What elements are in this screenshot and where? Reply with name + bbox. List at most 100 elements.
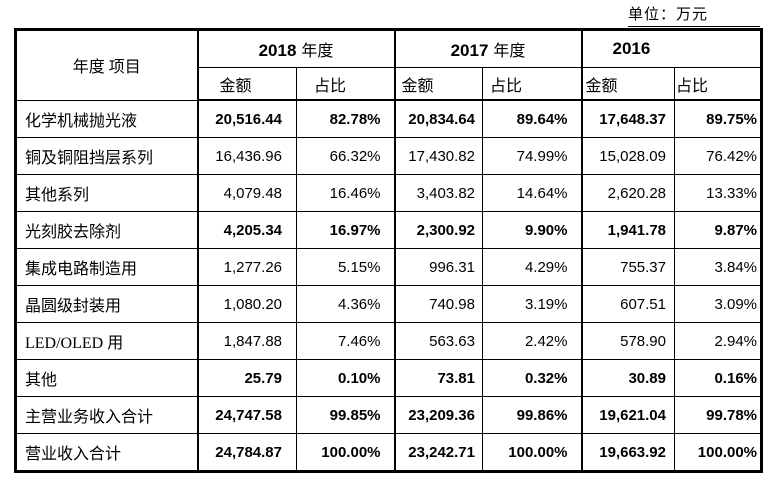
amount-cell-2016: 1,941.78 bbox=[580, 211, 675, 249]
year-header-2016: 2016 bbox=[580, 29, 763, 68]
ratio-cell-2018: 0.10% bbox=[296, 359, 395, 397]
amount-cell-2017: 23,209.36 bbox=[393, 396, 483, 434]
amount-cell-2018: 4,079.48 bbox=[196, 174, 297, 212]
ratio-cell-2016: 9.87% bbox=[673, 211, 763, 249]
table-row: 晶圆级封装用 1,080.20 4.36% 740.98 3.19% 607.5… bbox=[15, 285, 763, 323]
row-label: 其他系列 bbox=[15, 174, 198, 212]
row-label: 晶圆级封装用 bbox=[15, 285, 198, 323]
ratio-cell-2018: 7.46% bbox=[296, 322, 395, 360]
amount-cell-2017: 20,834.64 bbox=[393, 99, 483, 138]
table-row: 其他 25.79 0.10% 73.81 0.32% 30.89 0.16% bbox=[15, 359, 763, 397]
amount-cell-2016: 578.90 bbox=[580, 322, 675, 360]
amount-cell-2018: 1,277.26 bbox=[196, 248, 297, 286]
ratio-header-2017: 占比 bbox=[482, 67, 582, 101]
amount-cell-2017: 3,403.82 bbox=[393, 174, 483, 212]
year-number-2016: 2016 bbox=[612, 39, 651, 58]
amount-cell-2018: 1,847.88 bbox=[196, 322, 297, 360]
amount-cell-2016: 19,663.92 bbox=[580, 433, 675, 472]
row-label: 铜及铜阻挡层系列 bbox=[15, 137, 198, 175]
ratio-cell-2017: 99.86% bbox=[482, 396, 582, 434]
ratio-header-2018: 占比 bbox=[296, 67, 395, 101]
ratio-cell-2017: 9.90% bbox=[482, 211, 582, 249]
ratio-cell-2017: 3.19% bbox=[482, 285, 582, 323]
ratio-cell-2018: 5.15% bbox=[296, 248, 395, 286]
amount-header-2016: 金额 bbox=[580, 67, 675, 101]
amount-cell-2017: 996.31 bbox=[393, 248, 483, 286]
year-header-2017: 2017 年度 bbox=[393, 29, 582, 68]
row-label: 化学机械抛光液 bbox=[15, 99, 198, 138]
amount-cell-2016: 2,620.28 bbox=[580, 174, 675, 212]
ratio-cell-2017: 0.32% bbox=[482, 359, 582, 397]
row-label: 主营业务收入合计 bbox=[15, 396, 198, 434]
unit-label: 单位：万元 bbox=[628, 3, 760, 27]
table-row: 集成电路制造用 1,277.26 5.15% 996.31 4.29% 755.… bbox=[15, 248, 763, 286]
ratio-cell-2016: 76.42% bbox=[673, 137, 763, 175]
table-row: 其他系列 4,079.48 16.46% 3,403.82 14.64% 2,6… bbox=[15, 174, 763, 212]
table-row: 主营业务收入合计 24,747.58 99.85% 23,209.36 99.8… bbox=[15, 396, 763, 434]
amount-cell-2016: 755.37 bbox=[580, 248, 675, 286]
amount-cell-2018: 1,080.20 bbox=[196, 285, 297, 323]
row-label: 其他 bbox=[15, 359, 198, 397]
year-suffix-2018: 年度 bbox=[301, 43, 334, 60]
ratio-cell-2018: 4.36% bbox=[296, 285, 395, 323]
year-header-2018: 2018 年度 bbox=[196, 29, 395, 68]
amount-cell-2017: 17,430.82 bbox=[393, 137, 483, 175]
amount-header-2018: 金额 bbox=[196, 67, 297, 101]
ratio-cell-2016: 3.84% bbox=[673, 248, 763, 286]
ratio-cell-2016: 89.75% bbox=[673, 99, 763, 138]
row-label: 集成电路制造用 bbox=[15, 248, 198, 286]
amount-cell-2016: 17,648.37 bbox=[580, 99, 675, 138]
amount-cell-2018: 24,747.58 bbox=[196, 396, 297, 434]
ratio-cell-2016: 13.33% bbox=[673, 174, 763, 212]
ratio-cell-2018: 16.46% bbox=[296, 174, 395, 212]
ratio-cell-2018: 82.78% bbox=[296, 99, 395, 138]
ratio-cell-2018: 99.85% bbox=[296, 396, 395, 434]
amount-cell-2016: 19,621.04 bbox=[580, 396, 675, 434]
sub-header-row: 金额 占比 金额 占比 金额 占比 bbox=[16, 67, 763, 101]
row-label: 营业收入合计 bbox=[15, 433, 198, 472]
amount-cell-2016: 15,028.09 bbox=[580, 137, 675, 175]
row-label: LED/OLED 用 bbox=[15, 322, 198, 360]
amount-cell-2017: 2,300.92 bbox=[393, 211, 483, 249]
unit-row: 单位：万元 bbox=[14, 3, 760, 27]
ratio-cell-2018: 16.97% bbox=[296, 211, 395, 249]
year-number-2018: 2018 bbox=[258, 41, 297, 60]
ratio-cell-2017: 100.00% bbox=[482, 433, 582, 472]
year-header-row: 年度 项目 2018 年度 2017 年度 2016 bbox=[15, 29, 763, 101]
ratio-cell-2016: 99.78% bbox=[673, 396, 763, 434]
amount-cell-2017: 23,242.71 bbox=[393, 433, 483, 472]
amount-header-2017: 金额 bbox=[393, 67, 483, 101]
ratio-cell-2018: 66.32% bbox=[296, 137, 395, 175]
amount-cell-2018: 16,436.96 bbox=[196, 137, 297, 175]
table-row: 铜及铜阻挡层系列 16,436.96 66.32% 17,430.82 74.9… bbox=[15, 137, 763, 175]
ratio-cell-2017: 4.29% bbox=[482, 248, 582, 286]
amount-cell-2018: 25.79 bbox=[196, 359, 297, 397]
row-label: 光刻胶去除剂 bbox=[15, 211, 198, 249]
corner-header: 年度 项目 bbox=[15, 29, 198, 101]
table-row: 光刻胶去除剂 4,205.34 16.97% 2,300.92 9.90% 1,… bbox=[15, 211, 763, 249]
year-suffix-2017: 年度 bbox=[493, 43, 526, 60]
table-row: 化学机械抛光液 20,516.44 82.78% 20,834.64 89.64… bbox=[15, 99, 763, 138]
document-page: 单位：万元 年度 项目 2018 年度 2017 年度 2016 金额 占 bbox=[14, 3, 764, 473]
amount-cell-2018: 4,205.34 bbox=[196, 211, 297, 249]
table-row: 营业收入合计 24,784.87 100.00% 23,242.71 100.0… bbox=[15, 433, 763, 472]
ratio-cell-2018: 100.00% bbox=[296, 433, 395, 472]
ratio-header-2016: 占比 bbox=[673, 67, 763, 101]
amount-cell-2017: 740.98 bbox=[393, 285, 483, 323]
year-number-2017: 2017 bbox=[450, 41, 489, 60]
table-row: LED/OLED 用 1,847.88 7.46% 563.63 2.42% 5… bbox=[15, 322, 763, 360]
ratio-cell-2017: 14.64% bbox=[482, 174, 582, 212]
ratio-cell-2016: 2.94% bbox=[673, 322, 763, 360]
ratio-cell-2017: 89.64% bbox=[482, 99, 582, 138]
amount-cell-2016: 30.89 bbox=[580, 359, 675, 397]
ratio-cell-2016: 3.09% bbox=[673, 285, 763, 323]
amount-cell-2018: 24,784.87 bbox=[196, 433, 297, 472]
ratio-cell-2017: 2.42% bbox=[482, 322, 582, 360]
amount-cell-2017: 563.63 bbox=[393, 322, 483, 360]
revenue-table: 年度 项目 2018 年度 2017 年度 2016 金额 占比 金额 占比 金额 … bbox=[14, 28, 764, 473]
ratio-cell-2016: 100.00% bbox=[673, 433, 763, 472]
amount-cell-2016: 607.51 bbox=[580, 285, 675, 323]
ratio-cell-2017: 74.99% bbox=[482, 137, 582, 175]
ratio-cell-2016: 0.16% bbox=[673, 359, 763, 397]
amount-cell-2018: 20,516.44 bbox=[196, 99, 297, 138]
